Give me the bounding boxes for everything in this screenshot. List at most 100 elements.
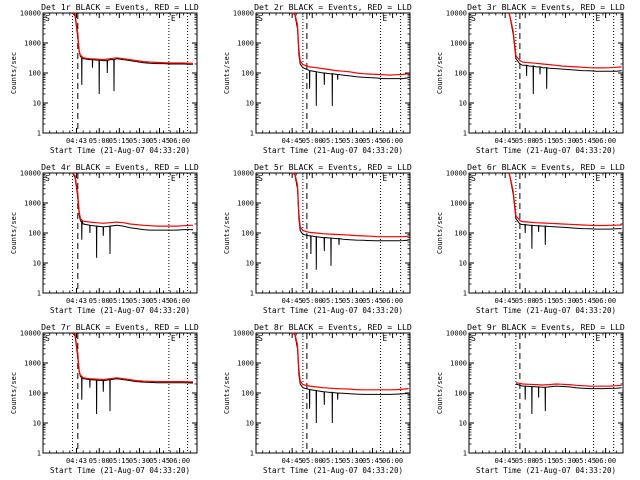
y-tick-label: 1000 — [450, 360, 467, 368]
y-axis-label: Counts/sec — [436, 52, 444, 94]
y-tick-label: 1000 — [24, 360, 41, 368]
x-tick-label: 05:15 — [109, 297, 130, 305]
y-axis-label: Counts/sec — [436, 372, 444, 414]
x-tick-label: 05:15 — [535, 137, 556, 145]
plot-frame — [255, 332, 411, 454]
x-tick-label: 05:45 — [362, 457, 383, 465]
series-events-line — [72, 172, 193, 258]
x-tick-label: 04:45 — [282, 137, 303, 145]
y-tick-label: 1 — [250, 450, 254, 458]
x-tick-label: 05:00 — [515, 137, 536, 145]
corner-label-start: S — [258, 174, 263, 183]
panel-title: Det 5r BLACK = Events, RED = LLD — [254, 162, 412, 172]
y-tick-label: 1 — [37, 450, 41, 458]
panel-title: Det 6r BLACK = Events, RED = LLD — [467, 162, 625, 172]
x-axis-label: Start Time (21-Aug-07 04:33:20) — [50, 466, 190, 475]
series-events-line — [515, 383, 622, 415]
series-events-line — [291, 172, 409, 270]
corner-label-end: E — [383, 174, 388, 183]
y-tick-label: 1000 — [237, 360, 254, 368]
x-tick-label: 05:00 — [89, 297, 110, 305]
corner-label-start: S — [258, 334, 263, 343]
x-tick-label: 05:00 — [302, 297, 323, 305]
x-axis-label: Start Time (21-Aug-07 04:33:20) — [263, 306, 403, 315]
y-axis-label: Counts/sec — [223, 372, 231, 414]
x-tick-label: 04:43 — [66, 297, 87, 305]
y-tick-label: 1 — [250, 290, 254, 298]
series-lld-line — [292, 12, 409, 76]
y-tick-label: 10 — [246, 420, 254, 428]
x-tick-label: 05:45 — [362, 137, 383, 145]
x-tick-label: 05:45 — [575, 457, 596, 465]
series-lld-line — [292, 172, 409, 238]
y-tick-label: 10000 — [20, 330, 41, 338]
x-tick-label: 06:00 — [595, 297, 616, 305]
y-tick-label: 100 — [28, 390, 41, 398]
detector-panel-2: Det 2r BLACK = Events, RED = LLD S E 1 10 100… — [223, 2, 412, 155]
x-tick-label: 05:45 — [149, 457, 170, 465]
plot-frame — [255, 12, 411, 134]
x-tick-label: 05:00 — [302, 137, 323, 145]
y-axis-label: Counts/sec — [10, 52, 18, 94]
y-tick-label: 1000 — [24, 200, 41, 208]
y-tick-label: 10000 — [233, 330, 254, 338]
x-tick-label: 05:00 — [89, 137, 110, 145]
plot-frame — [42, 172, 198, 294]
panel-title: Det 9r BLACK = Events, RED = LLD — [467, 322, 625, 332]
x-tick-label: 05:30 — [555, 297, 576, 305]
x-tick-label: 05:30 — [129, 297, 150, 305]
corner-label-end: E — [171, 334, 176, 343]
y-tick-label: 100 — [454, 70, 467, 78]
y-tick-label: 10 — [33, 100, 41, 108]
series-lld-line — [72, 172, 193, 227]
y-tick-label: 1000 — [237, 40, 254, 48]
x-tick-label: 05:45 — [149, 297, 170, 305]
y-tick-label: 10000 — [233, 170, 254, 178]
y-tick-label: 10 — [459, 260, 467, 268]
corner-label-start: S — [45, 334, 50, 343]
x-axis-label: Start Time (21-Aug-07 04:33:20) — [476, 306, 616, 315]
plot-frame — [468, 172, 624, 294]
x-tick-label: 06:00 — [382, 137, 403, 145]
y-tick-label: 10000 — [20, 170, 41, 178]
x-tick-label: 05:30 — [129, 457, 150, 465]
y-tick-label: 10 — [33, 420, 41, 428]
panel-title: Det 8r BLACK = Events, RED = LLD — [254, 322, 412, 332]
corner-label-end: E — [383, 14, 388, 23]
x-tick-label: 06:00 — [169, 297, 190, 305]
x-tick-label: 05:15 — [535, 297, 556, 305]
y-tick-label: 100 — [28, 230, 41, 238]
series-lld-line — [508, 12, 622, 69]
corner-label-start: S — [471, 174, 476, 183]
y-tick-label: 10 — [246, 260, 254, 268]
x-axis-label: Start Time (21-Aug-07 04:33:20) — [476, 466, 616, 475]
x-axis-label: Start Time (21-Aug-07 04:33:20) — [263, 466, 403, 475]
y-tick-label: 1 — [463, 130, 467, 138]
x-tick-label: 06:00 — [595, 137, 616, 145]
series-events-line — [508, 172, 622, 249]
y-axis-label: Counts/sec — [223, 52, 231, 94]
y-tick-label: 10000 — [233, 10, 254, 18]
corner-label-end: E — [596, 14, 601, 23]
detector-panel-7: Det 7r BLACK = Events, RED = LLD S E 1 10 100… — [10, 322, 199, 475]
x-tick-label: 05:00 — [89, 457, 110, 465]
y-tick-label: 1 — [250, 130, 254, 138]
y-tick-label: 1 — [463, 450, 467, 458]
series-events-line — [508, 12, 622, 95]
y-tick-label: 1000 — [450, 40, 467, 48]
y-tick-label: 1 — [37, 130, 41, 138]
corner-label-start: S — [258, 14, 263, 23]
x-tick-label: 05:15 — [322, 457, 343, 465]
detector-panel-9: Det 9r BLACK = Events, RED = LLD S E 1 10 100… — [436, 322, 625, 475]
y-tick-label: 1000 — [24, 40, 41, 48]
y-axis-label: Counts/sec — [10, 212, 18, 254]
x-tick-label: 05:15 — [322, 137, 343, 145]
y-tick-label: 10 — [459, 420, 467, 428]
x-axis-label: Start Time (21-Aug-07 04:33:20) — [476, 146, 616, 155]
y-tick-label: 10 — [246, 100, 254, 108]
x-tick-label: 04:43 — [66, 137, 87, 145]
corner-label-end: E — [171, 174, 176, 183]
x-tick-label: 05:15 — [109, 457, 130, 465]
panel-title: Det 2r BLACK = Events, RED = LLD — [254, 2, 412, 12]
corner-label-end: E — [383, 334, 388, 343]
